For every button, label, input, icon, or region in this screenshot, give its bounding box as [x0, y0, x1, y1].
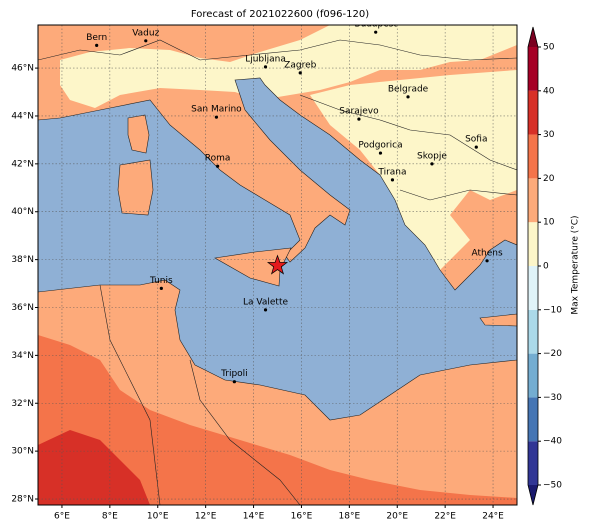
colorbar-band: [528, 134, 538, 179]
city-dot: [430, 162, 434, 166]
city-dot: [159, 286, 163, 290]
map-frame: [37, 24, 518, 506]
city-dot: [232, 380, 236, 384]
x-tick-label: 24°E: [482, 512, 504, 522]
colorbar-band: [528, 222, 538, 266]
x-tick-label: 20°E: [386, 512, 408, 522]
city-label: La Valette: [243, 297, 288, 307]
y-tick-label: 36°N: [11, 303, 34, 313]
colorbar-tick-label: 50: [543, 43, 555, 53]
city-dot: [95, 43, 99, 47]
colorbar-tick-label: −50: [543, 481, 562, 491]
y-tick-label: 28°N: [11, 495, 34, 505]
border: [38, 39, 517, 61]
city-label: Podgorica: [358, 141, 402, 151]
city-label: San Marino: [191, 105, 242, 115]
cool-zone: [310, 70, 517, 270]
colorbar-band: [528, 397, 538, 442]
city-dot: [406, 95, 410, 99]
cool-zone: [60, 25, 517, 108]
y-tick-label: 44°N: [11, 111, 34, 121]
colorbar-band: [528, 178, 538, 223]
x-tick-label: 10°E: [147, 512, 169, 522]
city-label: Tirana: [377, 167, 406, 177]
city-label: Roma: [205, 154, 231, 164]
border: [99, 284, 161, 505]
colorbar-tick-label: 20: [543, 174, 555, 184]
city-dot: [298, 71, 302, 75]
y-tick-label: 32°N: [11, 399, 34, 409]
colorbar-tick-label: −20: [543, 349, 562, 359]
colorbar-tick-label: −10: [543, 305, 562, 315]
colorbar-band: [528, 353, 538, 398]
city-label: Tripoli: [220, 369, 248, 379]
city-label: Budapest: [354, 20, 397, 30]
colorbar-tick-label: −30: [543, 393, 562, 403]
city-label: Tunis: [149, 276, 173, 286]
colorbar-label: Max Temperature (°C): [571, 215, 581, 314]
x-tick-label: 14°E: [243, 512, 265, 522]
crete: [479, 313, 517, 327]
border: [299, 94, 517, 171]
x-tick-label: 18°E: [339, 512, 361, 522]
border: [189, 359, 301, 505]
city-dot: [214, 115, 219, 119]
colorbar-tick-label: 40: [543, 86, 555, 96]
city-label: Skopje: [417, 151, 447, 161]
border: [399, 189, 517, 201]
city-dot: [474, 145, 478, 149]
colorbar-under: [528, 485, 538, 505]
city-label: Sofia: [465, 135, 487, 145]
title: Forecast of 2021022600 (f096-120): [191, 9, 369, 20]
city-label: Vaduz: [132, 28, 159, 38]
city-dot: [216, 164, 220, 168]
y-tick-label: 40°N: [11, 207, 34, 217]
y-tick-label: 34°N: [11, 351, 34, 361]
colorbar-band: [528, 309, 538, 354]
sardinia: [117, 159, 154, 216]
city-dot: [485, 259, 489, 263]
city-label: Athens: [471, 248, 502, 258]
x-tick-label: 8°E: [102, 512, 118, 522]
city-dot: [263, 65, 268, 69]
city-dot: [374, 30, 378, 34]
city-label: Sarajevo: [339, 107, 379, 117]
colorbar-tick-label: 10: [543, 218, 555, 228]
city-label: Zagreb: [284, 60, 316, 70]
city-label: Belgrade: [388, 84, 429, 94]
hot-zone: [38, 430, 150, 505]
city-label: Ljubljana: [245, 54, 286, 64]
colorbar-band: [528, 90, 538, 135]
y-tick-label: 30°N: [11, 447, 34, 457]
city-dot: [390, 178, 395, 182]
y-tick-label: 46°N: [11, 64, 34, 74]
colorbar-band: [528, 266, 538, 310]
colorbar-tick-label: −40: [543, 437, 562, 447]
city-dot: [357, 117, 361, 121]
city-dot: [378, 151, 383, 155]
city-dot: [263, 308, 268, 312]
x-tick-label: 12°E: [195, 512, 217, 522]
colorbar-tick-label: 0: [543, 262, 549, 272]
colorbar-over: [528, 27, 538, 47]
y-tick-label: 38°N: [11, 255, 34, 265]
city-label: Bern: [86, 33, 107, 43]
colorbar-band: [528, 441, 538, 485]
corsica: [127, 114, 150, 154]
y-tick-label: 42°N: [11, 159, 34, 169]
city-dot: [144, 39, 148, 43]
x-tick-label: 16°E: [291, 512, 313, 522]
colorbar-tick-label: 30: [543, 130, 555, 140]
x-tick-label: 6°E: [54, 512, 70, 522]
colorbar-band: [528, 47, 538, 91]
forecast-marker: [266, 254, 289, 275]
x-tick-label: 22°E: [434, 512, 456, 522]
